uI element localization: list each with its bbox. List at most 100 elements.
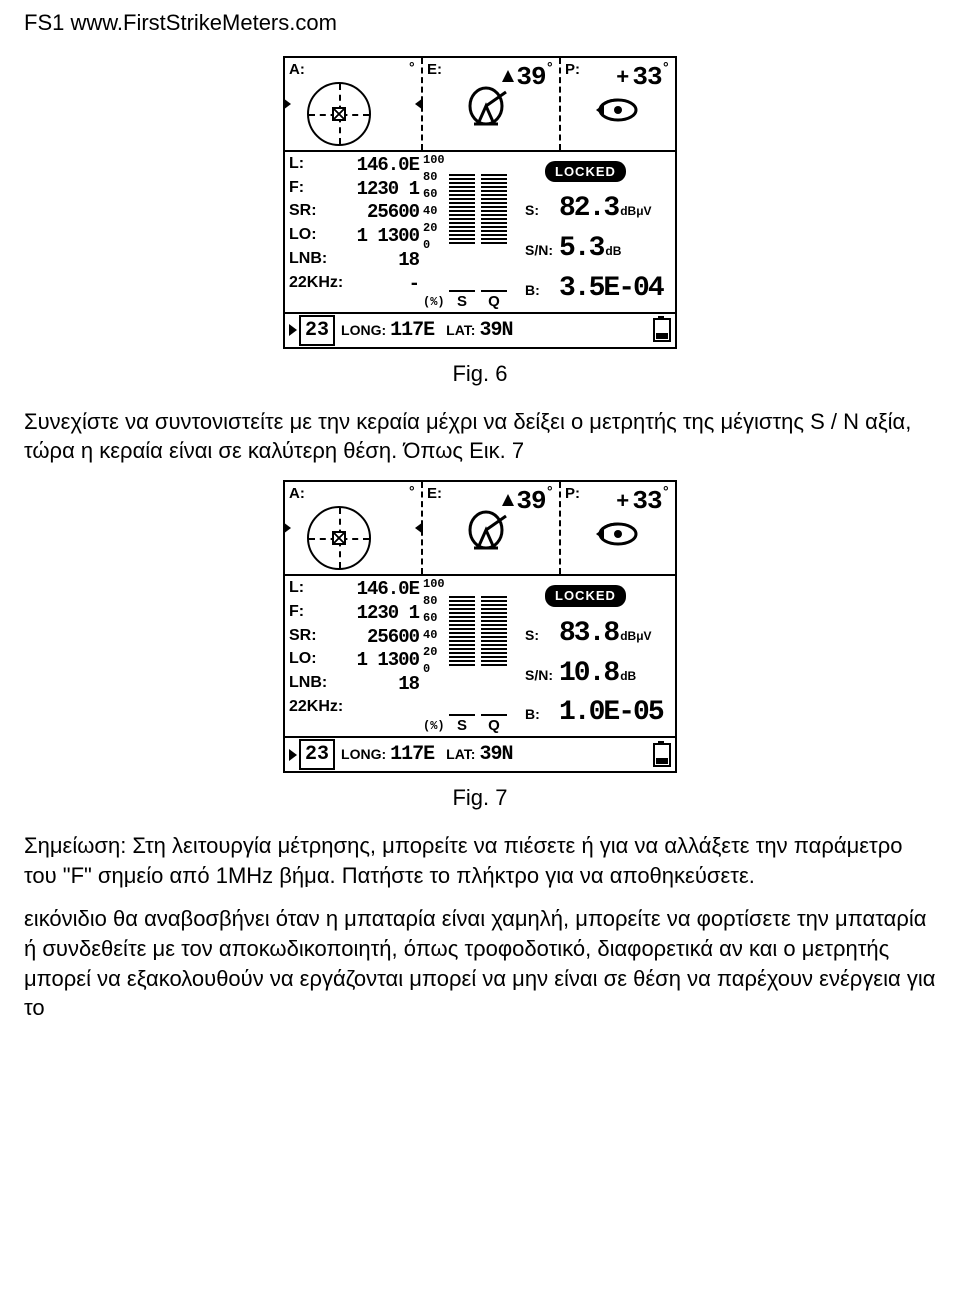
b-value: 1.0E-05 (559, 694, 663, 732)
bar-letter-s: S (449, 290, 475, 312)
f-value: 1230 1 (357, 178, 419, 202)
deg-symbol: ° (662, 61, 669, 77)
measure-column: LOCKED S:82.3dBμV S/N:5.3dB B:3.5E-04 (519, 152, 675, 312)
plus-icon: + (616, 66, 628, 91)
lcd-fig7-wrap: A: ° E: 39 ° P: +33° (24, 480, 936, 773)
sr-label: SR: (289, 201, 317, 225)
bar-letter-q: Q (481, 714, 507, 736)
sn-unit: dB (605, 243, 621, 259)
cell-elevation: E: 39° (423, 58, 561, 150)
foot-tri-icon (289, 749, 297, 761)
cell-polar: P: +33° (561, 482, 675, 574)
bar-s-fill (449, 596, 475, 668)
sq-letters: S Q (449, 714, 507, 736)
dish-icon (466, 84, 516, 128)
a-label: A: (289, 485, 305, 502)
paragraph-2: Σημείωση: Στη λειτουργία μέτρησης, μπορε… (24, 831, 936, 890)
bar-s-fill (449, 174, 475, 244)
lcd-top-row: A: ° E: 39 ° P: +33° (285, 482, 675, 576)
a-label: A: (289, 61, 305, 78)
long-label: LONG: (341, 321, 386, 340)
sq-letters: S Q (449, 290, 507, 312)
p-label: P: (565, 485, 580, 502)
cell-azimuth: A: ° (285, 482, 423, 574)
fig7-caption: Fig. 7 (24, 783, 936, 813)
s-value: 82.3 (559, 190, 618, 228)
bar-q (481, 580, 507, 668)
locked-badge: LOCKED (545, 585, 626, 607)
f-label: F: (289, 178, 304, 202)
l-label: L: (289, 578, 304, 602)
deg-symbol: ° (408, 485, 415, 501)
lnb-label: LNB: (289, 673, 327, 697)
lat-value: 39N (479, 741, 512, 768)
lnb-label: LNB: (289, 249, 327, 273)
bar-s (449, 156, 475, 244)
s-unit: dBμV (620, 628, 651, 644)
long-value: 117E (390, 317, 434, 344)
lnb-value: 18 (398, 673, 419, 697)
cell-azimuth: A: ° (285, 58, 423, 150)
crosshair-icon (307, 82, 371, 146)
p-value: +33° (616, 60, 669, 95)
l-value: 146.0E (357, 154, 419, 178)
e-label: E: (427, 61, 442, 78)
page-header: FS1 www.FirstStrikeMeters.com (24, 8, 936, 38)
p-label: P: (565, 61, 580, 78)
deg-symbol: ° (546, 61, 553, 77)
l-value: 146.0E (357, 578, 419, 602)
scale-tick: 40 (423, 627, 445, 644)
e-num: 39 (516, 486, 545, 516)
lcd-body: L:146.0E F:1230 1 SR:25600 LO:1 1300 LNB… (285, 576, 675, 738)
lo-label: LO: (289, 225, 317, 249)
sn-unit: dB (620, 668, 636, 684)
sn-value: 5.3 (559, 230, 603, 268)
lcd-fig6-wrap: A: ° E: 39° P: +33° (24, 56, 936, 349)
foot-index: 23 (299, 739, 335, 770)
s-unit: dBμV (620, 203, 651, 219)
lcd-fig6: A: ° E: 39° P: +33° (283, 56, 677, 349)
bar-q (481, 156, 507, 244)
foot-index: 23 (299, 315, 335, 346)
b-label: B: (525, 705, 559, 724)
l-label: L: (289, 154, 304, 178)
locked-badge: LOCKED (545, 161, 626, 183)
pct-label: (%) (423, 294, 445, 310)
lo-label: LO: (289, 649, 317, 673)
s-label: S: (525, 626, 559, 645)
scale-tick: 0 (423, 661, 445, 678)
khz-label: 22KHz: (289, 273, 343, 297)
lcd-fig7: A: ° E: 39 ° P: +33° (283, 480, 677, 773)
bars (449, 580, 507, 668)
a-deg: ° (408, 60, 415, 95)
sn-value: 10.8 (559, 655, 618, 693)
scale-tick: 0 (423, 237, 445, 254)
e-label: E: (427, 485, 442, 502)
fig6-caption: Fig. 6 (24, 359, 936, 389)
s-label: S: (525, 201, 559, 220)
b-label: B: (525, 281, 559, 300)
arrow-up-icon (502, 494, 514, 506)
f-value: 1230 1 (357, 602, 419, 626)
p-value: +33° (616, 484, 669, 519)
battery-icon (653, 318, 671, 342)
tri-right-icon (415, 98, 423, 110)
lcd-top-row: A: ° E: 39° P: +33° (285, 58, 675, 152)
battery-icon (653, 743, 671, 767)
plus-icon: + (616, 490, 628, 515)
scale-tick: 60 (423, 186, 445, 203)
lo-value: 1 1300 (357, 225, 419, 249)
bars (449, 156, 507, 244)
sn-label: S/N: (525, 241, 559, 260)
pct-label: (%) (423, 718, 445, 734)
lcd-footer: 23 LONG: 117E LAT: 39N (285, 314, 675, 347)
paragraph-1: Συνεχίστε να συντονιστείτε με την κεραία… (24, 407, 936, 466)
khz-label: 22KHz: (289, 697, 343, 717)
p-num: 33 (632, 62, 661, 92)
sn-label: S/N: (525, 666, 559, 685)
tri-left-icon (283, 522, 291, 534)
deg-symbol: ° (662, 485, 669, 501)
sr-value: 25600 (367, 201, 419, 225)
b-value: 3.5E-04 (559, 270, 663, 308)
khz-value: - (409, 273, 419, 297)
